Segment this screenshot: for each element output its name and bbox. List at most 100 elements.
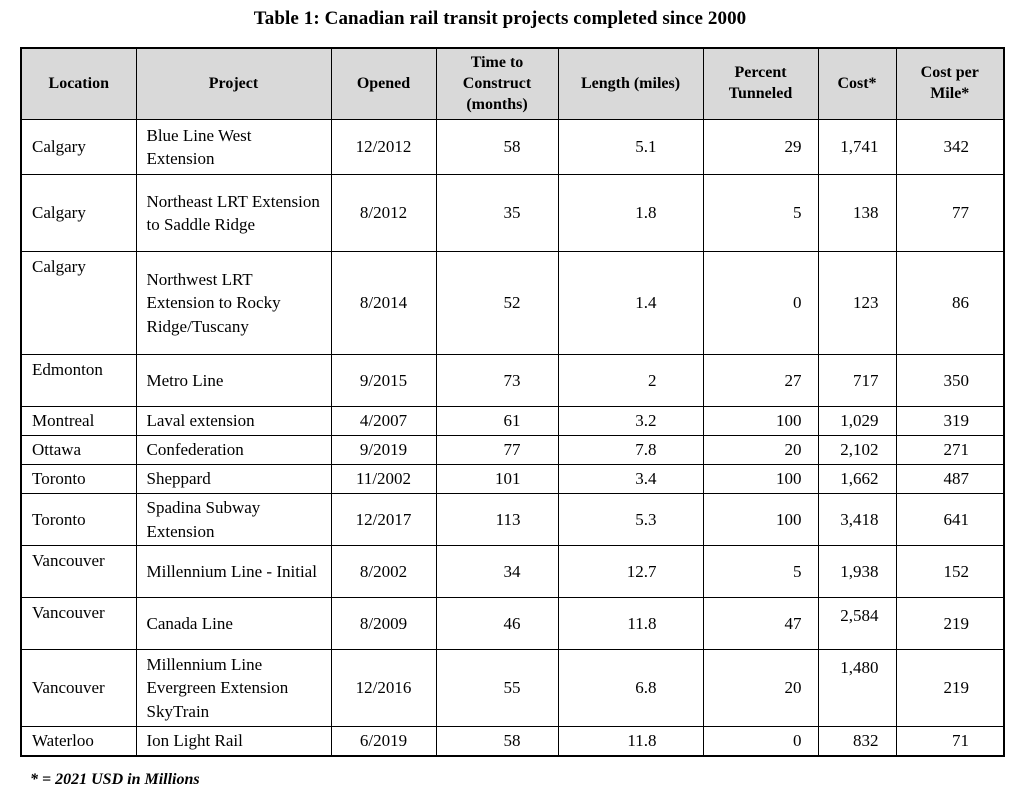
cell-time-to-construct: 58	[435, 119, 559, 176]
column-header-cost: Cost*	[817, 47, 897, 121]
cell-opened: 12/2017	[330, 492, 437, 547]
table-row: Ottawa Confederation 9/2019 77 7.8 20 2,102 271	[20, 435, 1005, 465]
cell-cost-per-mile: 219	[895, 597, 1005, 651]
cell-project: Ion Light Rail	[135, 726, 332, 757]
table-body: Calgary Blue Line West Extension 12/2012 58…	[20, 119, 1005, 757]
cell-opened: 11/2002	[330, 463, 437, 494]
cell-cost-per-mile: 152	[895, 545, 1005, 599]
cell-opened: 8/2009	[330, 597, 437, 651]
column-header-cost-per-mile: Cost per Mile*	[895, 47, 1005, 121]
cell-cost: 1,938	[817, 545, 897, 599]
cell-opened: 9/2015	[330, 354, 437, 408]
cell-cost: 3,418	[817, 492, 897, 547]
cell-cost: 123	[817, 251, 897, 356]
cell-time-to-construct: 46	[435, 597, 559, 651]
cell-location: Waterloo	[20, 726, 137, 757]
table-header: Location Project Opened Time to Construc…	[20, 47, 1005, 121]
cell-location: Calgary	[20, 119, 137, 176]
cell-cost-per-mile: 487	[895, 463, 1005, 494]
column-header-project: Project	[135, 47, 332, 121]
cell-location: Vancouver	[20, 649, 137, 728]
cell-percent-tunneled: 5	[702, 174, 819, 253]
cell-location: Ottawa	[20, 435, 137, 465]
cell-location: Calgary	[20, 251, 137, 356]
cell-location: Montreal	[20, 406, 137, 437]
column-header-percent-tunneled: Percent Tunneled	[702, 47, 819, 121]
table-row: Montreal Laval extension 4/2007 61 3.2 100 1,0…	[20, 406, 1005, 437]
cell-length: 6.8	[557, 649, 704, 728]
cell-location: Calgary	[20, 174, 137, 253]
cell-time-to-construct: 58	[435, 726, 559, 757]
cell-time-to-construct: 73	[435, 354, 559, 408]
cell-percent-tunneled: 29	[702, 119, 819, 176]
cell-length: 7.8	[557, 435, 704, 465]
cell-percent-tunneled: 100	[702, 492, 819, 547]
cell-length: 5.3	[557, 492, 704, 547]
cell-project: Northwest LRT Extension to Rocky Ridge/T…	[135, 251, 332, 356]
table-row: Calgary Northeast LRT Extension to Saddle…	[20, 174, 1005, 253]
table-row: Edmonton Metro Line 9/2015 73 2 27 717 350	[20, 354, 1005, 408]
cell-time-to-construct: 101	[435, 463, 559, 494]
cell-opened: 8/2002	[330, 545, 437, 599]
cell-location: Edmonton	[20, 354, 137, 408]
cell-percent-tunneled: 0	[702, 726, 819, 757]
cell-length: 1.4	[557, 251, 704, 356]
cell-location: Vancouver	[20, 545, 137, 599]
cell-location: Toronto	[20, 463, 137, 494]
cell-cost: 2,102	[817, 435, 897, 465]
cell-project: Sheppard	[135, 463, 332, 494]
cell-length: 3.4	[557, 463, 704, 494]
cell-project: Northeast LRT Extension to Saddle Ridge	[135, 174, 332, 253]
column-header-time-to-construct: Time to Construct (months)	[435, 47, 559, 121]
cell-time-to-construct: 55	[435, 649, 559, 728]
cell-time-to-construct: 77	[435, 435, 559, 465]
cell-location: Toronto	[20, 492, 137, 547]
table-title: Table 1: Canadian rail transit projects …	[253, 8, 747, 29]
cell-project: Millennium Line Evergreen Extension SkyT…	[135, 649, 332, 728]
cell-project: Spadina Subway Extension	[135, 492, 332, 547]
cell-length: 1.8	[557, 174, 704, 253]
cell-length: 5.1	[557, 119, 704, 176]
cell-length: 11.8	[557, 726, 704, 757]
cell-opened: 6/2019	[330, 726, 437, 757]
cell-cost-per-mile: 342	[895, 119, 1005, 176]
cell-time-to-construct: 34	[435, 545, 559, 599]
table-row: Vancouver Canada Line 8/2009 46 11.8 47 2,584 2…	[20, 597, 1005, 651]
cell-percent-tunneled: 47	[702, 597, 819, 651]
column-header-location: Location	[20, 47, 137, 121]
table-row: Calgary Blue Line West Extension 12/2012 58…	[20, 119, 1005, 176]
cell-cost: 2,584	[817, 597, 897, 651]
cell-cost: 832	[817, 726, 897, 757]
table-row: Vancouver Millennium Line - Initial 8/2002…	[20, 545, 1005, 599]
table-row: Toronto Sheppard 11/2002 101 3.4 100 1,662 487	[20, 463, 1005, 494]
cell-cost: 717	[817, 354, 897, 408]
cell-percent-tunneled: 5	[702, 545, 819, 599]
cell-length: 12.7	[557, 545, 704, 599]
cell-time-to-construct: 52	[435, 251, 559, 356]
cell-percent-tunneled: 20	[702, 435, 819, 465]
cost-units-footnote: * = 2021 USD in Millions	[30, 771, 200, 788]
cell-cost-per-mile: 271	[895, 435, 1005, 465]
cell-percent-tunneled: 100	[702, 463, 819, 494]
cell-time-to-construct: 35	[435, 174, 559, 253]
cell-length: 11.8	[557, 597, 704, 651]
cell-project: Metro Line	[135, 354, 332, 408]
cell-cost: 138	[817, 174, 897, 253]
table-row: Toronto Spadina Subway Extension 12/2017 11…	[20, 492, 1005, 547]
header-row: Location Project Opened Time to Construc…	[20, 47, 1005, 121]
cell-cost-per-mile: 219	[895, 649, 1005, 728]
cell-opened: 4/2007	[330, 406, 437, 437]
cell-percent-tunneled: 27	[702, 354, 819, 408]
cell-percent-tunneled: 0	[702, 251, 819, 356]
cell-location: Vancouver	[20, 597, 137, 651]
cell-length: 2	[557, 354, 704, 408]
table-row: Vancouver Millennium Line Evergreen Exten…	[20, 649, 1005, 728]
cell-percent-tunneled: 100	[702, 406, 819, 437]
cell-project: Millennium Line - Initial	[135, 545, 332, 599]
cell-project: Blue Line West Extension	[135, 119, 332, 176]
cell-cost: 1,480	[817, 649, 897, 728]
cell-cost-per-mile: 77	[895, 174, 1005, 253]
column-header-length: Length (miles)	[557, 47, 704, 121]
cell-opened: 12/2016	[330, 649, 437, 728]
